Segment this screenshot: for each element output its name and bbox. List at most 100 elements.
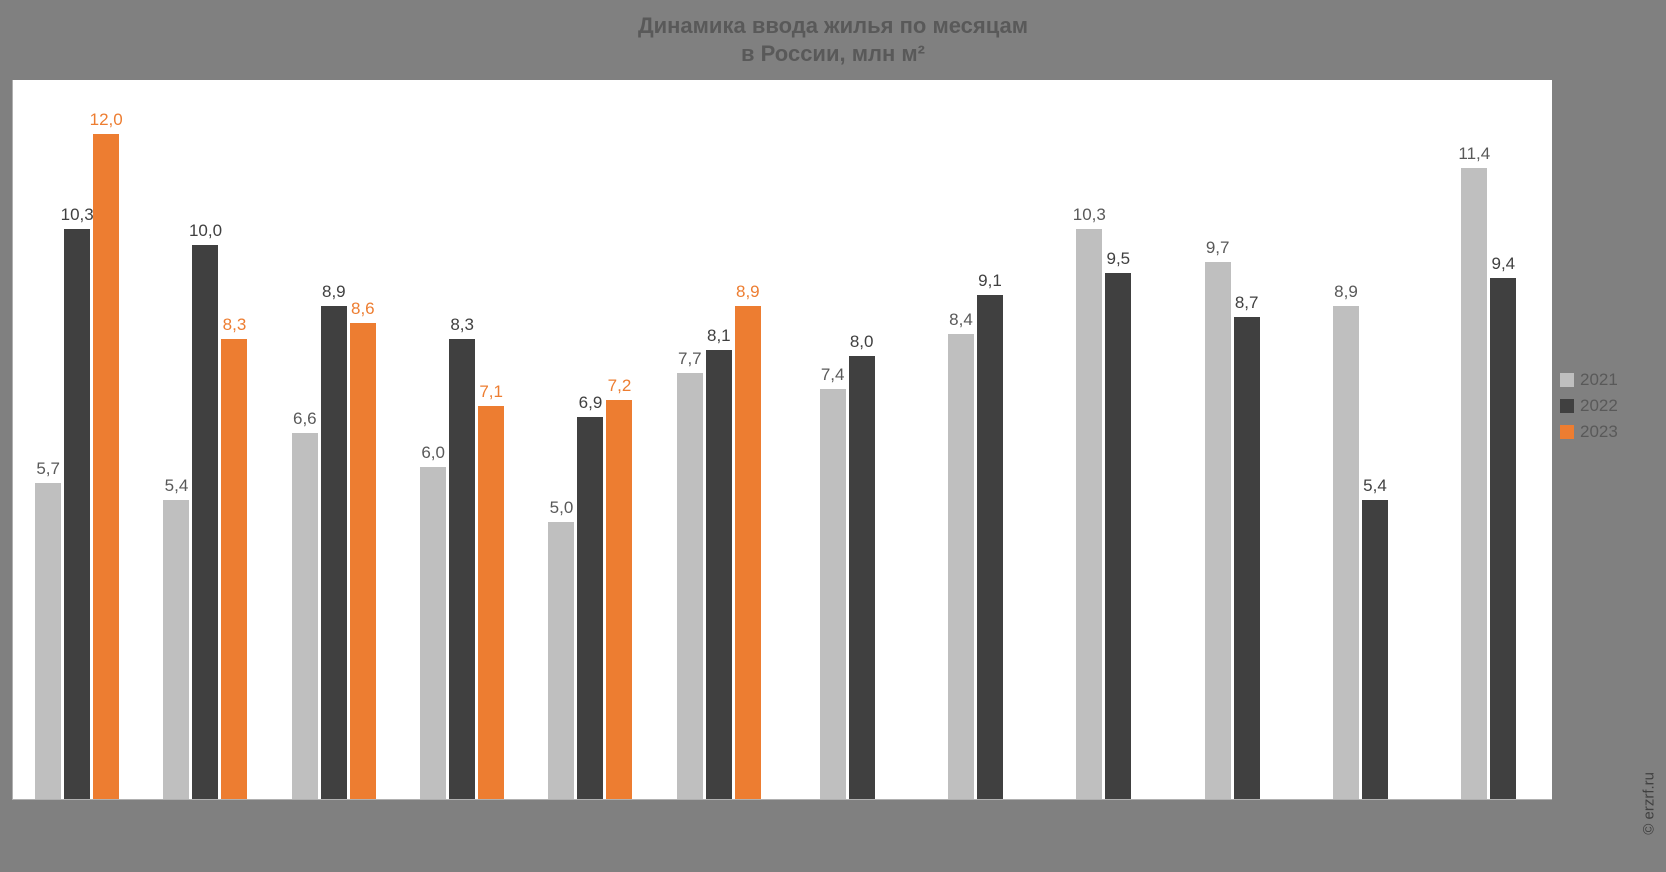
bar: 6,9 (577, 417, 603, 799)
bar-value-label: 10,0 (189, 221, 222, 245)
bar-value-label: 8,1 (707, 326, 731, 350)
bar-value-label: 7,2 (608, 376, 632, 400)
month-label: Май (525, 806, 653, 836)
bar: 11,4 (1461, 168, 1487, 799)
bar-value-label: 9,1 (978, 271, 1002, 295)
credit: © erzrf.ru (1641, 772, 1658, 835)
bar-value-label: 8,7 (1235, 293, 1259, 317)
bar: 7,7 (677, 373, 703, 799)
bar-value-label: 5,7 (36, 459, 60, 483)
bar-group: 7,78,18,9 (655, 306, 783, 799)
bar-value-label: 8,9 (1334, 282, 1358, 306)
bar: 8,9 (735, 306, 761, 799)
bar: 8,1 (706, 350, 732, 799)
bar: 9,5 (1105, 273, 1131, 799)
bar: 9,7 (1205, 262, 1231, 799)
bar: 8,9 (321, 306, 347, 799)
title-line-2: в России, млн м² (0, 40, 1666, 68)
bar: 8,4 (948, 334, 974, 799)
chart-title: Динамика ввода жилья по месяцам в России… (0, 0, 1666, 67)
bar-value-label: 10,3 (1073, 205, 1106, 229)
legend-swatch (1560, 373, 1574, 387)
bar: 9,1 (977, 295, 1003, 799)
bar: 5,0 (548, 522, 574, 799)
bar-value-label: 9,4 (1491, 254, 1515, 278)
month-label: Ноябрь (1295, 806, 1423, 836)
bar-group: 6,08,37,1 (398, 339, 526, 799)
month-label: Январь (12, 806, 140, 836)
bar-value-label: 5,4 (165, 476, 189, 500)
bar: 10,3 (64, 229, 90, 799)
bar-value-label: 8,0 (850, 332, 874, 356)
month-label: Февраль (140, 806, 268, 836)
bar-value-label: 11,4 (1458, 144, 1490, 168)
bar: 10,0 (192, 245, 218, 799)
legend-label: 2023 (1580, 422, 1618, 442)
bar: 8,9 (1333, 306, 1359, 799)
bar: 7,1 (478, 406, 504, 799)
bar-value-label: 10,3 (61, 205, 94, 229)
bar-group: 9,78,7 (1168, 262, 1296, 799)
bar: 6,6 (292, 433, 318, 799)
bar-value-label: 12,0 (90, 110, 123, 134)
bar-value-label: 9,5 (1106, 249, 1130, 273)
bar: 8,3 (449, 339, 475, 799)
x-axis-labels: ЯнварьФевральМартАпрельМайИюньИюльАвгуст… (12, 806, 1552, 836)
bar: 6,0 (420, 467, 446, 799)
bar: 8,0 (849, 356, 875, 799)
bar-group: 5,710,312,0 (13, 134, 141, 799)
bar-group: 7,48,0 (783, 356, 911, 799)
plot-area: 5,710,312,05,410,08,36,68,98,66,08,37,15… (12, 80, 1552, 800)
title-line-1: Динамика ввода жилья по месяцам (0, 12, 1666, 40)
bar-value-label: 8,3 (450, 315, 474, 339)
bar: 8,6 (350, 323, 376, 799)
bar: 9,4 (1490, 278, 1516, 799)
bar-value-label: 8,3 (223, 315, 247, 339)
legend-swatch (1560, 399, 1574, 413)
month-label: Август (910, 806, 1038, 836)
bar-value-label: 8,9 (736, 282, 760, 306)
legend-item: 2023 (1560, 422, 1660, 442)
bar-value-label: 6,6 (293, 409, 317, 433)
bar-value-label: 7,1 (479, 382, 503, 406)
legend-item: 2021 (1560, 370, 1660, 390)
bar-group: 8,95,4 (1296, 306, 1424, 799)
bar-value-label: 7,7 (678, 349, 702, 373)
month-label: Декабрь (1424, 806, 1552, 836)
legend-swatch (1560, 425, 1574, 439)
bar-group: 11,49,4 (1425, 168, 1553, 799)
bar: 5,7 (35, 483, 61, 799)
bar-value-label: 7,4 (821, 365, 845, 389)
bar-value-label: 6,9 (579, 393, 603, 417)
month-label: Апрель (397, 806, 525, 836)
bar: 10,3 (1076, 229, 1102, 799)
bar-value-label: 5,4 (1363, 476, 1387, 500)
month-label: Июль (782, 806, 910, 836)
bar-value-label: 6,0 (421, 443, 445, 467)
bar: 12,0 (93, 134, 119, 799)
bar-group: 5,410,08,3 (141, 245, 269, 799)
month-label: Июнь (654, 806, 782, 836)
bar-value-label: 5,0 (550, 498, 574, 522)
legend-label: 2022 (1580, 396, 1618, 416)
bar-value-label: 8,9 (322, 282, 346, 306)
bar: 8,7 (1234, 317, 1260, 799)
bar-value-label: 9,7 (1206, 238, 1230, 262)
month-label: Сентябрь (1039, 806, 1167, 836)
bar: 8,3 (221, 339, 247, 799)
legend-item: 2022 (1560, 396, 1660, 416)
bar: 7,4 (820, 389, 846, 799)
bar-group: 8,49,1 (911, 295, 1039, 799)
bar-group: 6,68,98,6 (270, 306, 398, 799)
bar: 5,4 (1362, 500, 1388, 799)
bar: 5,4 (163, 500, 189, 799)
chart: 5,710,312,05,410,08,36,68,98,66,08,37,15… (12, 80, 1552, 840)
legend: 2021 2022 2023 (1560, 370, 1660, 448)
legend-label: 2021 (1580, 370, 1618, 390)
bar-value-label: 8,4 (949, 310, 973, 334)
bar-value-label: 8,6 (351, 299, 375, 323)
bar: 7,2 (606, 400, 632, 799)
bar-group: 10,39,5 (1040, 229, 1168, 799)
month-label: Март (269, 806, 397, 836)
month-label: Октябрь (1167, 806, 1295, 836)
